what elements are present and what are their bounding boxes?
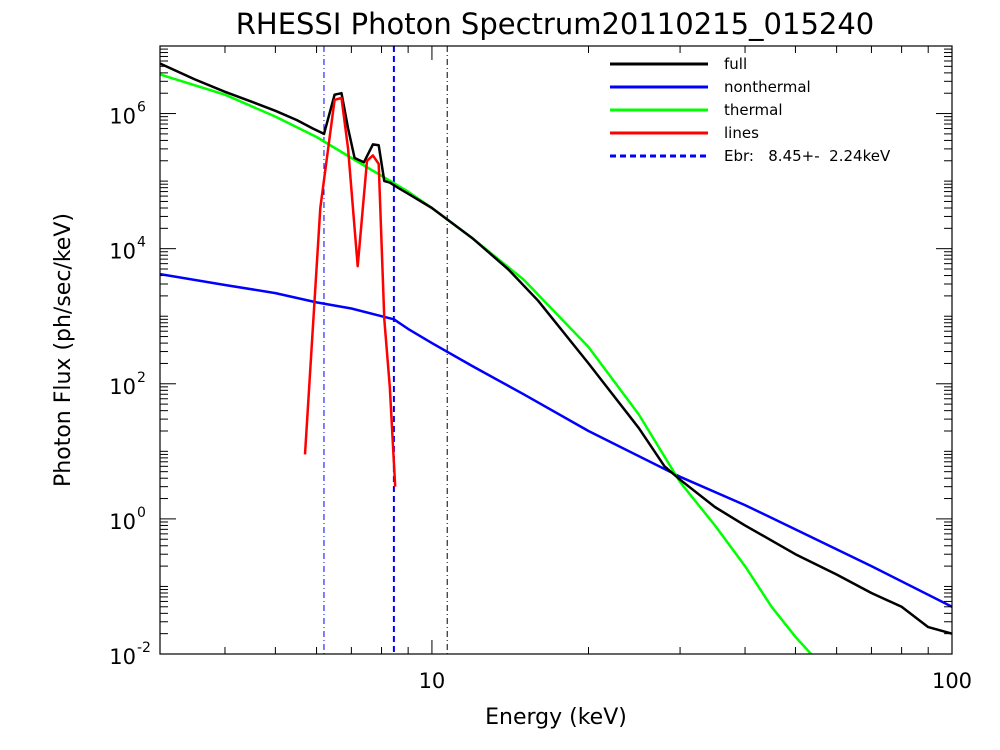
x-axis-label: Energy (keV) [485,705,627,730]
y-tick-label-2: 10 2 [109,370,146,399]
x-axis: 10 100 [159,46,972,693]
y-tick-label-1: 10 0 [109,505,146,534]
y-tick-label-base: 10 [109,240,136,264]
vertical-markers [323,46,448,654]
y-tick-label-exponent: 0 [137,505,146,521]
series-layer [160,62,952,654]
y-tick-label-base: 10 [109,105,136,129]
series-line-nonthermal [160,272,952,608]
y-tick-label-base: 10 [109,510,136,534]
y-tick-label-exponent: 2 [137,370,146,386]
y-tick-label-3: 10 4 [109,235,146,264]
y-tick-label-exponent: 4 [137,235,146,251]
y-tick-label-exponent: 6 [137,100,146,116]
series-line-full [160,62,952,635]
y-axis-label: Photon Flux (ph/sec/keV) [51,213,76,487]
legend-label-1: nonthermal [724,78,811,96]
plot-frame [159,45,953,655]
legend-label-3: lines [724,124,759,142]
series-line-lines [303,96,397,487]
y-tick-label-exponent: -2 [137,640,151,656]
y-tick-label-base: 10 [109,375,136,399]
legend-label-4: Ebr: 8.45+- 2.24keV [724,147,891,165]
plot-area [160,46,952,654]
legend-label-2: thermal [724,101,783,119]
x-tick-label-0: 10 [419,669,446,693]
y-tick-label-0: 10 -2 [109,640,151,669]
legend-label-0: full [724,55,747,73]
legend: full nonthermal thermal lines Ebr: 8.45+- 2.… [610,55,891,165]
chart-title: RHESSI Photon Spectrum20110215_015240 [236,7,875,41]
y-tick-label-4: 10 6 [109,100,146,129]
y-tick-label-base: 10 [109,645,136,669]
x-tick-label-1: 100 [932,669,972,693]
